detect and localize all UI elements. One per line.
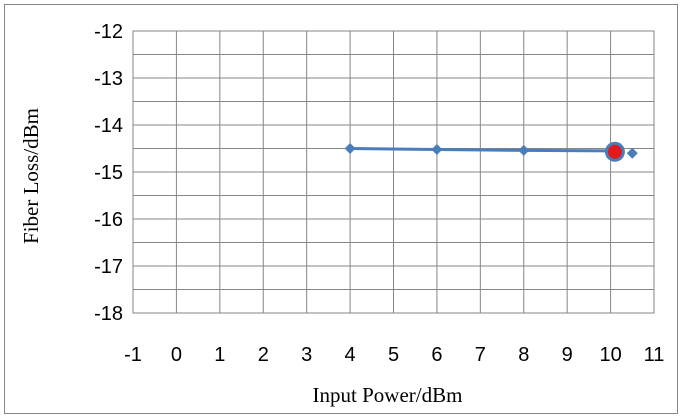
x-tick-label: 5 <box>388 344 399 366</box>
y-tick-label: -14 <box>94 115 123 137</box>
y-axis-title: Fiber Loss/dBm <box>19 108 43 244</box>
grid <box>133 31 654 313</box>
series-2 <box>604 141 625 162</box>
series-line <box>350 147 611 153</box>
x-tick-labels: -1 0 1 2 3 4 5 6 7 8 9 10 11 <box>124 344 664 366</box>
data-point-circle <box>607 144 622 159</box>
data-point-diamond <box>626 147 638 159</box>
data-point-diamond <box>431 143 443 155</box>
x-tick-label: 7 <box>475 344 486 366</box>
x-tick-label: 9 <box>562 344 573 366</box>
plot-area-border <box>132 30 655 314</box>
x-tick-label: 6 <box>431 344 442 366</box>
data-point-diamond <box>344 143 356 154</box>
x-tick-label: 11 <box>644 344 665 366</box>
series-0 <box>344 143 617 157</box>
x-axis-title: Input Power/dBm <box>313 383 463 407</box>
chart-frame <box>4 4 678 414</box>
x-tick-label: 4 <box>345 344 356 366</box>
x-tick-label: 10 <box>599 344 621 366</box>
series-1 <box>626 147 638 159</box>
series <box>344 141 638 162</box>
y-tick-label: -17 <box>94 256 123 278</box>
y-tick-label: -16 <box>94 209 123 231</box>
x-tick-label: 3 <box>301 344 312 366</box>
x-tick-label: 0 <box>171 344 182 366</box>
y-tick-label: -15 <box>94 162 123 184</box>
x-tick-label: -1 <box>124 344 142 366</box>
x-tick-label: 2 <box>258 344 269 366</box>
y-tick-label: -18 <box>94 303 123 325</box>
y-tick-label: -12 <box>94 21 123 43</box>
x-tick-label: 8 <box>518 344 529 366</box>
x-tick-label: 1 <box>214 344 225 366</box>
data-point-diamond <box>518 144 530 156</box>
y-tick-label: -13 <box>94 68 123 90</box>
y-tick-labels: -12 -13 -14 -15 -16 -17 -18 <box>94 21 123 325</box>
